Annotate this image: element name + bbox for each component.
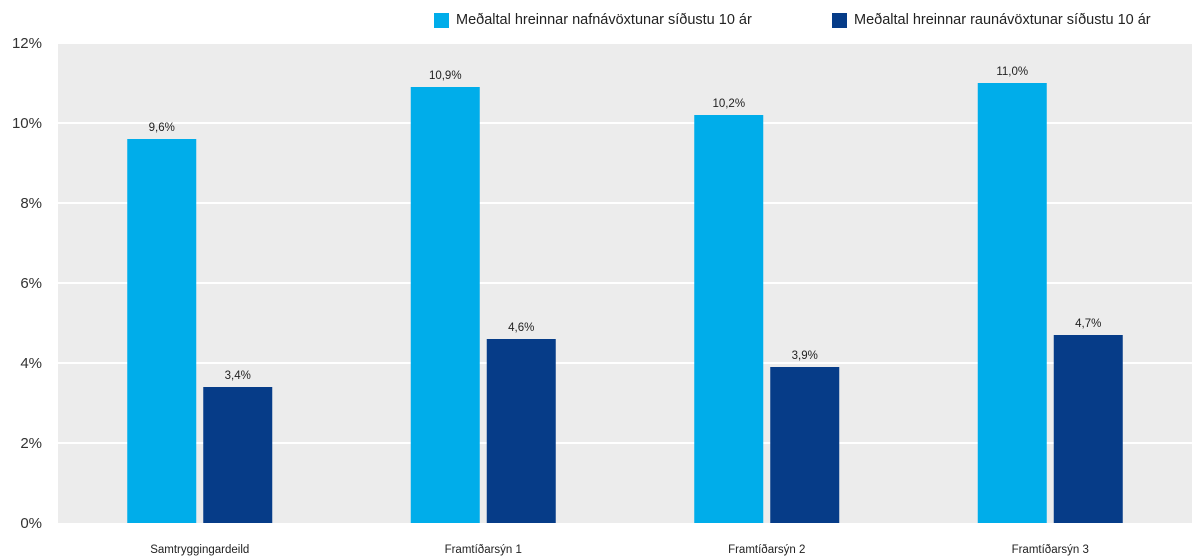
bar xyxy=(127,139,197,523)
bar xyxy=(1053,335,1123,523)
y-tick-label: 8% xyxy=(20,195,42,212)
bar xyxy=(410,87,480,523)
x-tick-label: Framtíðarsýn 3 xyxy=(1012,544,1089,556)
x-tick-label: Samtryggingardeild xyxy=(150,544,249,556)
data-label: 4,7% xyxy=(1075,318,1101,330)
y-tick-label: 2% xyxy=(20,435,42,452)
legend-item-real: Meðaltal hreinnar raunávöxtunar síðustu … xyxy=(832,12,1151,28)
data-label: 4,6% xyxy=(508,322,534,334)
data-label: 10,2% xyxy=(712,98,745,110)
y-tick-label: 12% xyxy=(12,35,42,52)
data-label: 9,6% xyxy=(149,122,175,134)
y-tick-label: 4% xyxy=(20,355,42,372)
bar xyxy=(694,115,764,523)
bar xyxy=(977,83,1047,523)
x-tick-label: Framtíðarsýn 1 xyxy=(445,544,522,556)
chart-legend: Meðaltal hreinnar nafnávöxtunar síðustu … xyxy=(0,12,1192,34)
bar xyxy=(203,387,273,523)
bar xyxy=(486,339,556,523)
y-tick-label: 10% xyxy=(12,115,42,132)
bar xyxy=(770,367,840,523)
legend-label-real: Meðaltal hreinnar raunávöxtunar síðustu … xyxy=(854,12,1151,28)
legend-item-nominal: Meðaltal hreinnar nafnávöxtunar síðustu … xyxy=(434,12,752,28)
data-label: 11,0% xyxy=(996,66,1028,78)
y-tick-label: 0% xyxy=(20,515,42,532)
data-label: 3,4% xyxy=(225,370,251,382)
legend-label-nominal: Meðaltal hreinnar nafnávöxtunar síðustu … xyxy=(456,12,752,28)
legend-swatch-nominal xyxy=(434,12,449,28)
data-label: 3,9% xyxy=(792,350,818,362)
y-tick-label: 6% xyxy=(20,275,42,292)
data-label: 10,9% xyxy=(429,70,462,82)
x-tick-label: Framtíðarsýn 2 xyxy=(728,544,805,556)
legend-swatch-real xyxy=(832,12,847,28)
